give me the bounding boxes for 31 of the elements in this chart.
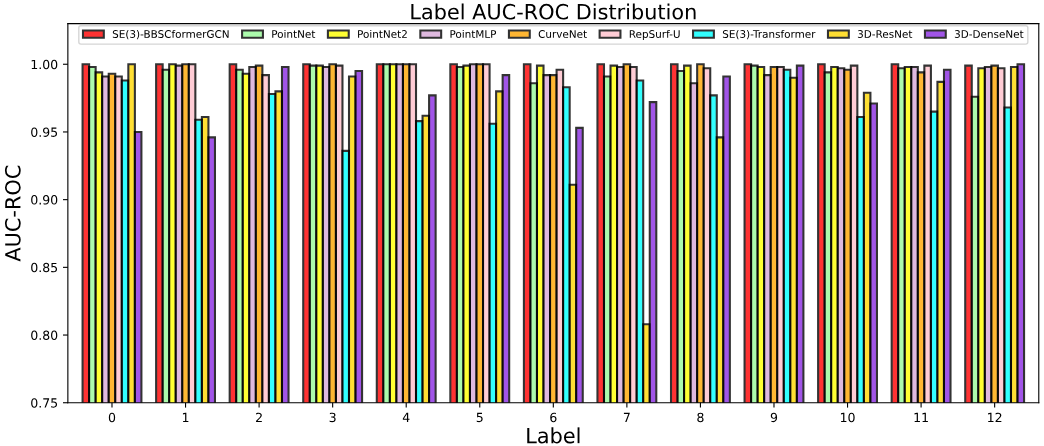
- y-tick-label: 0.75: [31, 398, 58, 408]
- y-axis-title: AUC-ROC: [4, 165, 21, 262]
- legend-label: SE(3)-Transformer: [722, 29, 816, 40]
- chart-title: Label AUC-ROC Distribution: [411, 3, 696, 20]
- x-tick-label: 4: [402, 412, 410, 422]
- x-tick-label: 11: [914, 412, 928, 422]
- legend-label: RepSurf-U: [629, 29, 680, 40]
- x-tick-label: 7: [623, 412, 630, 422]
- legend-label: 3D-ResNet: [857, 30, 913, 38]
- x-tick-label: 0: [108, 412, 116, 423]
- y-tick-label: 0.95: [31, 127, 58, 137]
- legend-label: CurveNet: [538, 30, 587, 38]
- legend-label: 3D-DenseNet: [954, 30, 1024, 38]
- x-tick-label: 10: [840, 412, 855, 423]
- x-tick-label: 5: [476, 412, 483, 423]
- x-axis-title: Label: [527, 427, 580, 444]
- y-tick-label: 0.85: [31, 262, 58, 273]
- legend-label: PointMLP: [450, 29, 497, 38]
- y-tick-label: 0.90: [31, 195, 58, 205]
- x-tick-label: 8: [697, 412, 704, 423]
- x-tick-label: 6: [550, 412, 557, 423]
- x-tick-label: 3: [329, 412, 336, 423]
- x-tick-label: 1: [182, 412, 189, 422]
- x-tick-label: 12: [988, 412, 1002, 422]
- x-tick-label: 2: [256, 412, 262, 422]
- legend-label: SE(3)-BBSCformerGCN: [112, 29, 229, 40]
- legend-label: PointNet2: [358, 29, 407, 38]
- x-tick-label: 9: [770, 412, 778, 423]
- legend-label: PointNet: [272, 29, 316, 38]
- y-tick-label: 0.80: [31, 330, 58, 340]
- y-tick-label: 1.00: [31, 59, 58, 70]
